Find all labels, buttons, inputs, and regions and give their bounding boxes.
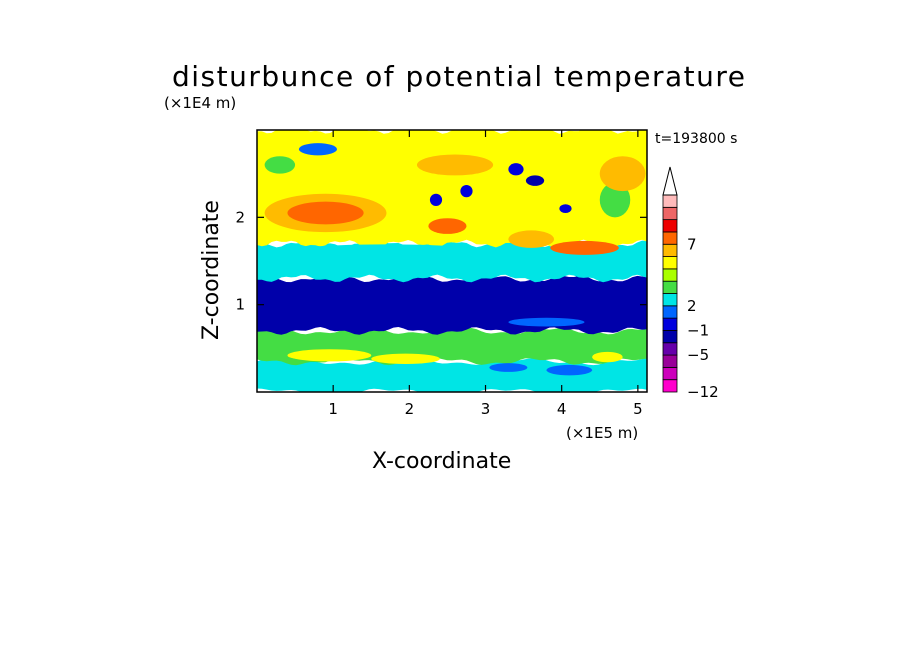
x-tick-label: 3 xyxy=(481,400,491,418)
field-band xyxy=(257,357,647,392)
colorbar-swatch xyxy=(662,305,678,319)
time-label: t=193800 s xyxy=(655,131,737,147)
colorbar-swatch xyxy=(662,243,678,257)
x-tick-label: 1 xyxy=(328,400,338,418)
contour-blob xyxy=(287,201,364,225)
colorbar-swatch xyxy=(662,231,678,245)
colorbar-swatch xyxy=(662,280,678,294)
colorbar-tick-label: −1 xyxy=(687,321,709,339)
contour-blob xyxy=(429,193,443,206)
contour-blob xyxy=(257,244,516,269)
x-tick-label: 4 xyxy=(557,400,567,418)
chart-title: disturbunce of potential temperature xyxy=(172,60,747,93)
x-scale-label: (×1E5 m) xyxy=(566,424,638,442)
contour-blob xyxy=(460,185,473,198)
contour-blob xyxy=(287,349,372,362)
contour-blob xyxy=(416,154,494,176)
contour-blob xyxy=(508,317,585,327)
contour-blob xyxy=(298,143,337,156)
plot-area xyxy=(257,130,647,392)
y-ticks: 12 xyxy=(235,208,647,314)
colorbar-tick-label: −12 xyxy=(687,383,719,401)
plot-frame xyxy=(256,129,648,393)
colorbar-ticks: 7 2 −1 −5 −12 xyxy=(687,235,719,401)
colorbar xyxy=(662,166,678,393)
x-axis-label: X-coordinate xyxy=(372,449,511,474)
colorbar-swatch xyxy=(662,354,678,368)
contour-blob xyxy=(559,204,572,213)
colorbar-swatch xyxy=(662,342,678,356)
colorbar-swatch xyxy=(662,206,678,221)
colorbar-extend-arrow xyxy=(662,166,678,196)
x-tick-label: 2 xyxy=(405,400,415,418)
colorbar-tick-label: 2 xyxy=(687,297,697,315)
colorbar-swatch xyxy=(662,219,678,233)
colorbar-swatch xyxy=(662,366,678,381)
colorbar-swatch xyxy=(662,268,678,282)
colorbar-swatch xyxy=(662,194,678,208)
colorbar-swatch xyxy=(662,330,678,344)
contour-blob xyxy=(592,351,623,363)
contour-blob xyxy=(525,175,545,186)
x-ticks: 1 2 3 4 5 xyxy=(328,130,643,418)
y-tick-label: 1 xyxy=(235,296,245,314)
x-tick-label: 5 xyxy=(633,400,643,418)
colorbar-swatch xyxy=(662,379,678,393)
y-tick-label: 2 xyxy=(235,208,245,226)
y-axis-label: Z-coordinate xyxy=(199,200,224,340)
contour-blob xyxy=(257,294,482,316)
y-scale-label: (×1E4 m) xyxy=(164,94,236,112)
contour-blob xyxy=(489,363,528,372)
contour-blob xyxy=(508,230,555,248)
contour-blob xyxy=(508,163,524,176)
contour-blob xyxy=(550,240,619,255)
colorbar-swatch xyxy=(662,256,678,270)
contour-blob xyxy=(371,353,440,365)
colorbar-swatch xyxy=(662,293,678,307)
contour-blob xyxy=(264,156,296,174)
colorbar-tick-label: −5 xyxy=(687,346,709,364)
contour-blob xyxy=(546,364,593,376)
contour-blob xyxy=(428,218,467,234)
contour-blob xyxy=(599,156,646,192)
colorbar-swatch xyxy=(662,317,678,331)
colorbar-tick-label: 7 xyxy=(687,235,697,253)
